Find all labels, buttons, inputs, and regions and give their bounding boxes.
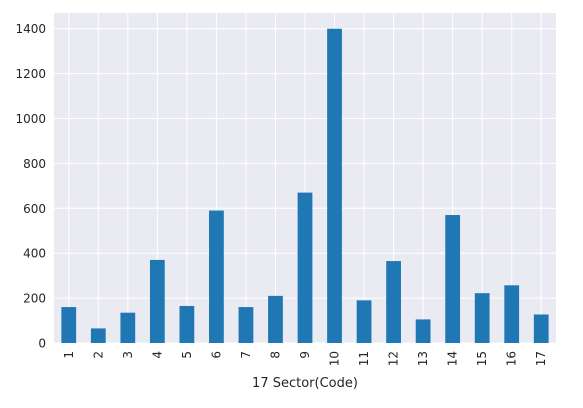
bar-sector-3 [120, 312, 136, 343]
y-tick-label: 800 [23, 157, 46, 171]
x-axis-label: 17 Sector(Code) [252, 376, 358, 391]
bar-sector-5 [179, 305, 195, 343]
y-tick-label: 0 [38, 337, 46, 351]
bar-sector-7 [238, 307, 254, 343]
x-tick-label: 2 [91, 351, 105, 359]
bar-sector-14 [445, 215, 461, 343]
y-tick-label: 1000 [15, 112, 46, 126]
x-tick-label: 6 [209, 351, 223, 359]
x-tick-label: 16 [505, 351, 519, 366]
x-tick-label: 1 [62, 351, 76, 359]
bar-sector-17 [533, 314, 549, 343]
bar-sector-16 [504, 285, 520, 343]
x-tick-label: 15 [475, 351, 489, 366]
x-tick-label: 5 [180, 351, 194, 359]
x-tick-label: 14 [446, 351, 460, 366]
x-tick-label: 9 [298, 351, 312, 359]
x-tick-label: 12 [387, 351, 401, 366]
bar-sector-15 [474, 293, 490, 343]
bar-sector-6 [209, 210, 224, 343]
bar-sector-4 [149, 259, 165, 343]
x-tick-label: 13 [416, 351, 430, 366]
y-tick-label: 200 [23, 292, 46, 306]
y-tick-labels: 0 200 400 600 800 1000 1200 1400 [15, 22, 46, 350]
bar-sector-11 [356, 300, 372, 343]
bar-sector-10 [327, 28, 342, 343]
bar-sector-2 [90, 328, 106, 343]
x-tick-label: 7 [239, 351, 253, 359]
x-tick-label: 10 [328, 351, 342, 366]
x-tick-label: 4 [150, 351, 164, 359]
x-tick-label: 17 [534, 351, 548, 366]
bar-sector-1 [61, 307, 77, 343]
x-tick-label: 11 [357, 351, 371, 366]
x-tick-label: 8 [268, 351, 282, 359]
bar-sector-8 [268, 295, 283, 343]
bar-sector-9 [297, 192, 313, 343]
y-tick-label: 1200 [15, 67, 46, 81]
bar-sector-12 [386, 261, 401, 343]
y-tick-label: 1400 [15, 22, 46, 36]
y-tick-label: 600 [23, 202, 46, 216]
x-tick-labels: 1 2 3 4 5 6 7 8 9 10 11 12 13 14 15 16 17 [62, 351, 548, 366]
x-tick-label: 3 [121, 351, 135, 359]
y-tick-label: 400 [23, 247, 46, 261]
bars [61, 28, 549, 343]
bar-sector-13 [415, 319, 431, 343]
